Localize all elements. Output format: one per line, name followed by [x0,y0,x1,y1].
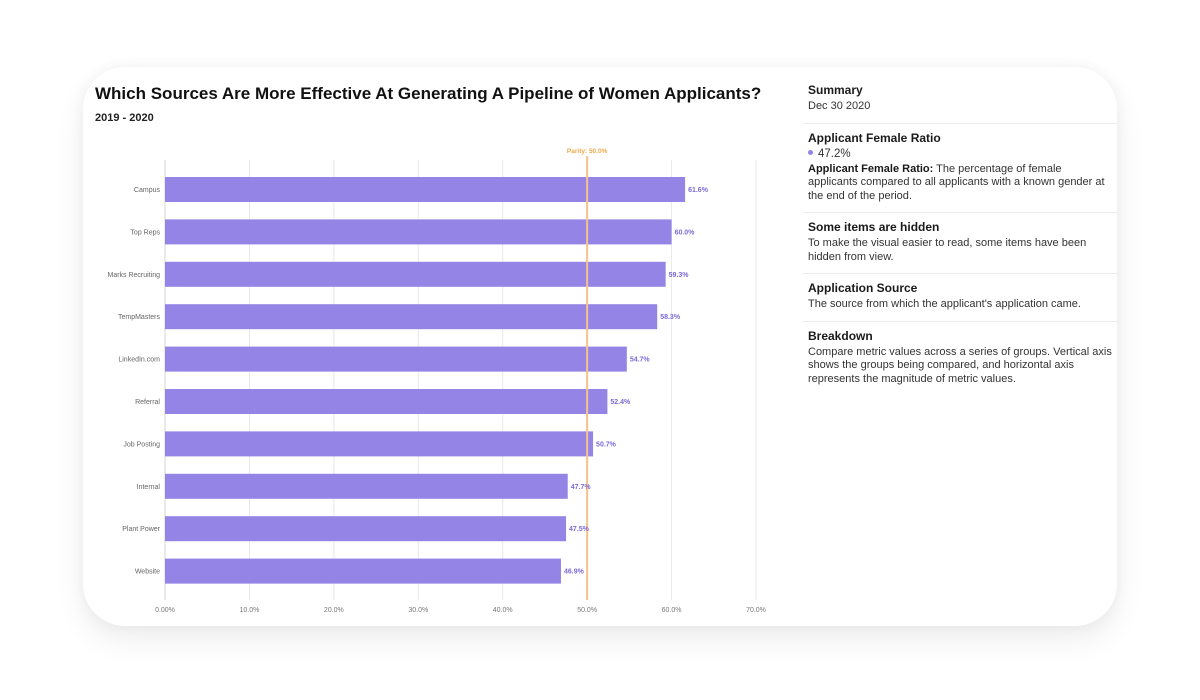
category-label: Referral [135,399,160,406]
x-tick-label: 40.0% [493,607,513,614]
category-label: Job Posting [123,441,160,448]
bar [165,473,568,499]
summary-date: Dec 30 2020 [808,100,871,112]
metric-value: 47.2% [818,147,851,160]
x-tick-label: 70.0% [746,607,766,614]
value-label: 58.3% [660,314,681,321]
metric-definition-term: Applicant Female Ratio: [808,162,934,175]
bar [165,177,686,202]
bar [165,431,594,457]
hidden-items-section: Some items are hidden To make the visual… [803,213,1117,274]
summary-heading: Summary [808,83,863,97]
bar [165,389,608,414]
labels: 0.00% 10.0% 20.0% 30.0% 40.0% 50.0% 60.0% 70.0%… [107,148,765,614]
series-dot-icon [808,150,813,156]
breakdown-section: Breakdown Compare metric values across a… [803,322,1117,396]
summary-panel: Summary Dec 30 2020 Applicant Female Rat… [803,76,1117,395]
category-label: Internal [137,484,161,491]
value-label: 46.9% [564,569,585,576]
category-label: Website [135,569,160,576]
x-tick-label: 10.0% [239,607,259,614]
category-label: Plant Power [122,526,160,533]
hidden-items-heading: Some items are hidden [808,220,940,234]
category-label: LinkedIn.com [118,357,160,364]
bar [165,304,658,330]
metric-definition: Applicant Female Ratio: The percentage o… [808,163,1112,204]
bar [165,516,567,542]
application-source-section: Application Source The source from which… [803,274,1117,322]
value-label: 54.7% [630,357,651,364]
chart-title: Which Sources Are More Effective At Gene… [95,84,762,103]
value-label: 47.7% [571,484,592,491]
value-label: 52.4% [610,399,631,406]
metric-section: Applicant Female Ratio 47.2% Applicant F… [803,124,1117,213]
breakdown-heading: Breakdown [808,328,873,343]
bar [165,261,666,287]
bar [165,346,627,372]
value-label: 61.6% [688,187,709,194]
category-label: Marks Recruiting [107,272,160,279]
metric-value-row: 47.2% [808,148,1112,160]
bars [165,177,686,584]
breakdown-text: Compare metric values across a series of… [808,345,1112,385]
hidden-items-text: To make the visual easier to read, some … [808,237,1087,263]
x-tick-label: 50.0% [577,607,597,614]
bar [165,219,672,245]
x-tick-label: 20.0% [324,607,344,614]
application-source-heading: Application Source [808,281,918,295]
category-label: TempMasters [118,314,161,321]
bar-chart: 0.00% 10.0% 20.0% 30.0% 40.0% 50.0% 60.0% 70.0%… [107,148,765,614]
parity-label: Parity: 50.0% [567,148,608,155]
category-label: Top Reps [130,229,160,236]
summary-section: Summary Dec 30 2020 [803,76,1117,124]
value-label: 59.3% [669,272,690,279]
value-label: 60.0% [675,229,696,236]
chart-subtitle: 2019 - 2020 [95,112,154,124]
bar [165,558,561,584]
category-label: Campus [134,187,161,194]
x-tick-label: 30.0% [408,607,428,614]
application-source-text: The source from which the applicant's ap… [808,298,1081,310]
metric-heading: Applicant Female Ratio [808,130,941,145]
value-label: 47.5% [569,526,590,533]
metric-definition-text: The percentage of female applicants comp… [808,162,1105,202]
x-tick-label: 60.0% [662,607,682,614]
value-label: 50.7% [596,441,617,448]
x-tick-label: 0.00% [155,607,175,614]
